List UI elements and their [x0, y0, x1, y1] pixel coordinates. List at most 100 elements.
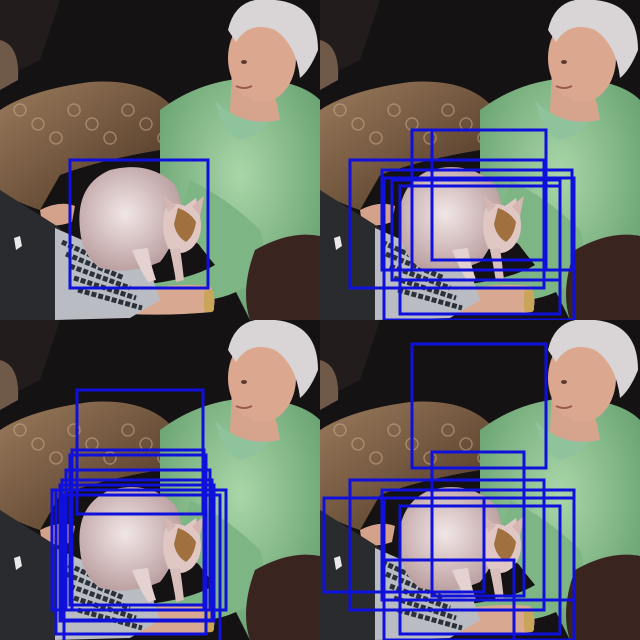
laptop-keyboard-row [77, 607, 143, 631]
bounding-box [430, 128, 548, 262]
bounding-boxes [348, 128, 576, 320]
cushion-pattern [121, 103, 135, 117]
cushion-pattern [49, 131, 63, 145]
wristwatch [524, 290, 534, 312]
cat-face-markings [494, 528, 516, 562]
cushion-pattern [333, 423, 347, 437]
panel-photo [0, 0, 320, 320]
patterned-cushion [0, 401, 175, 530]
cushion-pattern [423, 131, 437, 145]
wristwatch [204, 290, 214, 312]
cushion-pattern [369, 131, 383, 145]
cushion-pattern [103, 451, 117, 465]
laptop-keyboard-row [73, 595, 137, 621]
panel-photo [0, 320, 320, 640]
photo-scene [0, 0, 320, 320]
bounding-box [380, 168, 574, 272]
woman-left-hand [360, 203, 395, 226]
laptop-keyboard-row [397, 287, 463, 311]
apple-logo [334, 556, 342, 570]
cat-ear [512, 196, 524, 216]
woman-eye [561, 380, 567, 384]
laptop-lid [0, 190, 60, 320]
woman-sleeve [140, 500, 264, 621]
cushion-pattern [49, 451, 63, 465]
woman-mouth [555, 85, 573, 89]
bounding-boxes [322, 342, 576, 640]
sofa-arm [246, 554, 320, 640]
cat-leg [452, 248, 476, 282]
patterned-cushion [0, 81, 175, 210]
cushion-pattern [85, 117, 99, 131]
cushion-pattern [67, 103, 81, 117]
bounding-box [54, 488, 208, 636]
cat-ear [484, 196, 496, 212]
side-cushion [0, 40, 19, 90]
panel-top-left [0, 0, 320, 320]
bounding-box [58, 483, 216, 623]
cushion-pattern [423, 451, 437, 465]
side-cushion [320, 40, 339, 90]
woman-mouth [235, 405, 253, 409]
woman-mouth [555, 405, 573, 409]
apple-logo [334, 236, 342, 250]
laptop-keyboard-row [65, 251, 125, 281]
bounding-box [398, 504, 562, 636]
bounding-box [398, 184, 562, 316]
woman-face [548, 14, 616, 102]
panel-bottom-left [0, 320, 320, 640]
bounding-box [430, 450, 526, 598]
bounding-box [382, 558, 516, 640]
shirt-collar [215, 100, 270, 140]
cat-leg [132, 568, 156, 602]
cat-leg [170, 568, 184, 602]
cushion-pattern [459, 437, 473, 451]
woman-eye [561, 60, 567, 64]
cat-body [399, 167, 502, 271]
laptop-lid [0, 510, 60, 640]
cat-body [79, 167, 182, 271]
panel-bottom-right [320, 320, 640, 640]
sofa-arm [246, 234, 320, 320]
cat-ear [192, 516, 204, 536]
cat-ear [164, 516, 176, 532]
woman-sleeve [460, 500, 584, 621]
wristwatch [524, 610, 534, 632]
bounding-box [410, 342, 548, 470]
laptop-keyboard-row [65, 571, 125, 601]
cat-body [399, 487, 502, 591]
laptop-keyboard-row [69, 263, 131, 291]
woman-gray-hair [548, 320, 638, 398]
cat-face-markings [174, 208, 196, 242]
woman-gray-hair [548, 0, 638, 78]
cushion-pattern [13, 423, 27, 437]
cat-leg [170, 248, 184, 282]
woman-face [228, 334, 296, 422]
cat-ear [192, 196, 204, 216]
side-cushion [0, 360, 19, 410]
bounding-box [68, 158, 210, 290]
woman-face [228, 14, 296, 102]
bounding-box [348, 158, 546, 290]
cushion-pattern [103, 131, 117, 145]
panel-top-right [320, 0, 640, 320]
cat-leg [490, 248, 504, 282]
woman-sleeve [140, 180, 264, 301]
cat-face-markings [174, 528, 196, 562]
shirt-collar [535, 100, 590, 140]
cushion-pattern [121, 423, 135, 437]
cushion-pattern [369, 451, 383, 465]
woman-eye [241, 380, 247, 384]
cushion-pattern [67, 423, 81, 437]
woman-eye [241, 60, 247, 64]
cushion-pattern [333, 103, 347, 117]
laptop-keyboard-row [397, 607, 463, 631]
woman-face [548, 334, 616, 422]
laptop-keyboard-row [385, 571, 445, 601]
cat-ear [512, 516, 524, 536]
shirt-collar [535, 420, 590, 460]
bounding-boxes [68, 158, 210, 290]
panel-photo [320, 320, 640, 640]
side-cushion [320, 360, 339, 410]
